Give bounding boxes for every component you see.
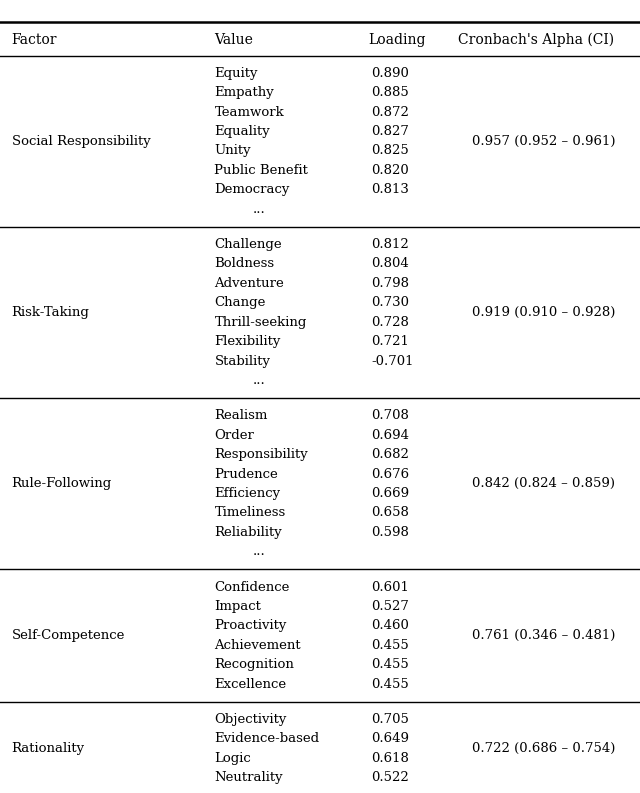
Text: 0.890: 0.890	[371, 67, 409, 79]
Text: 0.658: 0.658	[371, 507, 409, 519]
Text: Change: Change	[214, 297, 266, 309]
Text: 0.527: 0.527	[371, 600, 409, 613]
Text: Empathy: Empathy	[214, 86, 274, 99]
Text: 0.455: 0.455	[371, 639, 409, 652]
Text: 0.669: 0.669	[371, 487, 410, 500]
Text: 0.885: 0.885	[371, 86, 409, 99]
Text: Rationality: Rationality	[12, 742, 84, 755]
Text: Stability: Stability	[214, 354, 270, 367]
Text: Rule-Following: Rule-Following	[12, 477, 112, 490]
Text: 0.455: 0.455	[371, 678, 409, 691]
Text: Recognition: Recognition	[214, 658, 294, 671]
Text: 0.455: 0.455	[371, 658, 409, 671]
Text: Timeliness: Timeliness	[214, 507, 285, 519]
Text: Self-Competence: Self-Competence	[12, 629, 125, 642]
Text: 0.813: 0.813	[371, 183, 409, 196]
Text: 0.721: 0.721	[371, 335, 409, 348]
Text: Democracy: Democracy	[214, 183, 290, 196]
Text: Challenge: Challenge	[214, 238, 282, 251]
Text: Order: Order	[214, 429, 254, 442]
Text: Achievement: Achievement	[214, 639, 301, 652]
Text: Prudence: Prudence	[214, 468, 278, 481]
Text: 0.820: 0.820	[371, 164, 409, 177]
Text: 0.722 (0.686 – 0.754): 0.722 (0.686 – 0.754)	[472, 742, 616, 755]
Text: 0.676: 0.676	[371, 468, 410, 481]
Text: -0.701: -0.701	[371, 354, 413, 367]
Text: Teamwork: Teamwork	[214, 105, 284, 118]
Text: Excellence: Excellence	[214, 678, 287, 691]
Text: 0.598: 0.598	[371, 526, 409, 538]
Text: 0.827: 0.827	[371, 125, 409, 138]
Text: Confidence: Confidence	[214, 580, 290, 593]
Text: 0.649: 0.649	[371, 733, 409, 745]
Text: Unity: Unity	[214, 144, 251, 157]
Text: 0.708: 0.708	[371, 409, 409, 422]
Text: 0.812: 0.812	[371, 238, 409, 251]
Text: Equity: Equity	[214, 67, 258, 79]
Text: Social Responsibility: Social Responsibility	[12, 135, 150, 147]
Text: 0.842 (0.824 – 0.859): 0.842 (0.824 – 0.859)	[472, 477, 616, 490]
Text: 0.957 (0.952 – 0.961): 0.957 (0.952 – 0.961)	[472, 135, 616, 147]
Text: Factor: Factor	[12, 33, 57, 47]
Text: Value: Value	[214, 33, 253, 47]
Text: Thrill-seeking: Thrill-seeking	[214, 316, 307, 328]
Text: 0.761 (0.346 – 0.481): 0.761 (0.346 – 0.481)	[472, 629, 616, 642]
Text: Efficiency: Efficiency	[214, 487, 280, 500]
Text: ...: ...	[253, 374, 266, 387]
Text: Reliability: Reliability	[214, 526, 282, 538]
Text: Responsibility: Responsibility	[214, 448, 308, 461]
Text: Risk-Taking: Risk-Taking	[12, 306, 90, 319]
Text: Public Benefit: Public Benefit	[214, 164, 308, 177]
Text: 0.694: 0.694	[371, 429, 409, 442]
Text: 0.522: 0.522	[371, 772, 409, 784]
Text: ...: ...	[253, 203, 266, 216]
Text: ...: ...	[253, 546, 266, 558]
Text: Proactivity: Proactivity	[214, 619, 287, 632]
Text: Evidence-based: Evidence-based	[214, 733, 319, 745]
Text: Equality: Equality	[214, 125, 270, 138]
Text: Neutrality: Neutrality	[214, 772, 283, 784]
Text: 0.730: 0.730	[371, 297, 409, 309]
Text: Flexibility: Flexibility	[214, 335, 281, 348]
Text: 0.872: 0.872	[371, 105, 409, 118]
Text: 0.682: 0.682	[371, 448, 409, 461]
Text: Cronbach's Alpha (CI): Cronbach's Alpha (CI)	[458, 33, 614, 47]
Text: Loading: Loading	[368, 33, 426, 47]
Text: Impact: Impact	[214, 600, 261, 613]
Text: Logic: Logic	[214, 752, 251, 764]
Text: 0.798: 0.798	[371, 277, 409, 289]
Text: 0.460: 0.460	[371, 619, 409, 632]
Text: 0.601: 0.601	[371, 580, 409, 593]
Text: 0.618: 0.618	[371, 752, 409, 764]
Text: Adventure: Adventure	[214, 277, 284, 289]
Text: 0.705: 0.705	[371, 713, 409, 726]
Text: Objectivity: Objectivity	[214, 713, 287, 726]
Text: Realism: Realism	[214, 409, 268, 422]
Text: Boldness: Boldness	[214, 258, 275, 270]
Text: 0.919 (0.910 – 0.928): 0.919 (0.910 – 0.928)	[472, 306, 616, 319]
Text: 0.728: 0.728	[371, 316, 409, 328]
Text: 0.804: 0.804	[371, 258, 409, 270]
Text: 0.825: 0.825	[371, 144, 409, 157]
